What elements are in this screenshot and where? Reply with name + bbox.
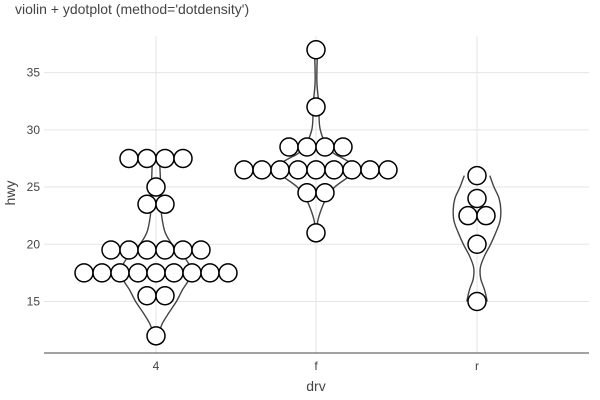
data-dot (342, 160, 362, 180)
data-dot (146, 263, 166, 283)
data-dot (146, 177, 166, 197)
data-dot (279, 137, 299, 157)
data-dot (191, 240, 211, 260)
data-dot (306, 223, 326, 243)
data-dot (164, 263, 184, 283)
data-dot (173, 240, 193, 260)
data-dot (74, 263, 94, 283)
data-dot (467, 291, 487, 312)
data-dot (306, 160, 326, 180)
y-tick-label: 30 (27, 123, 41, 137)
y-tick-label: 35 (27, 66, 41, 80)
data-dot (306, 97, 326, 117)
data-dot (137, 148, 157, 169)
dot-layer (74, 39, 496, 346)
chart-title: violin + ydotplot (method='dotdensity') (15, 1, 250, 17)
data-dot (234, 160, 254, 180)
data-dot (137, 240, 157, 260)
data-dot (146, 326, 166, 346)
data-dot (467, 234, 487, 255)
violin-outline-left-r (452, 175, 475, 302)
y-tick-label: 15 (27, 295, 41, 309)
data-dot (137, 286, 157, 306)
y-tick-label: 20 (27, 237, 41, 251)
x-tick-label: f (314, 359, 318, 373)
data-dot (110, 263, 130, 283)
x-tick-label: 4 (153, 359, 160, 373)
data-dot (155, 148, 175, 169)
tick-labels: 15 20 25 30 35 4 f r (27, 66, 479, 373)
y-axis-title: hwy (2, 181, 18, 206)
data-dot (218, 263, 238, 283)
data-dot (476, 205, 496, 226)
data-dot (252, 160, 272, 180)
data-dot (297, 137, 317, 157)
data-dot (315, 183, 335, 203)
data-dot (200, 263, 220, 283)
x-axis-title: drv (306, 378, 325, 394)
data-dot (315, 137, 335, 157)
data-dot (92, 263, 112, 283)
data-dot (297, 183, 317, 203)
data-dot (119, 148, 139, 169)
data-dot (155, 240, 175, 260)
violin-outline-right-r (479, 175, 502, 302)
data-dot (119, 240, 139, 260)
data-dot (288, 160, 308, 180)
data-dot (467, 165, 487, 186)
data-dot (333, 137, 353, 157)
data-dot (182, 263, 202, 283)
data-dot (155, 194, 175, 214)
data-dot (128, 263, 148, 283)
data-dot (360, 160, 380, 180)
data-dot (306, 39, 326, 60)
data-dot (270, 160, 290, 180)
data-dot (137, 194, 157, 214)
data-dot (467, 188, 487, 209)
data-dot (173, 148, 193, 169)
data-dot (378, 160, 398, 180)
data-dot (458, 205, 478, 226)
data-dot (324, 160, 344, 180)
x-tick-label: r (475, 359, 479, 373)
data-dot (155, 286, 175, 306)
y-tick-label: 25 (27, 180, 41, 194)
data-dot (101, 240, 121, 260)
